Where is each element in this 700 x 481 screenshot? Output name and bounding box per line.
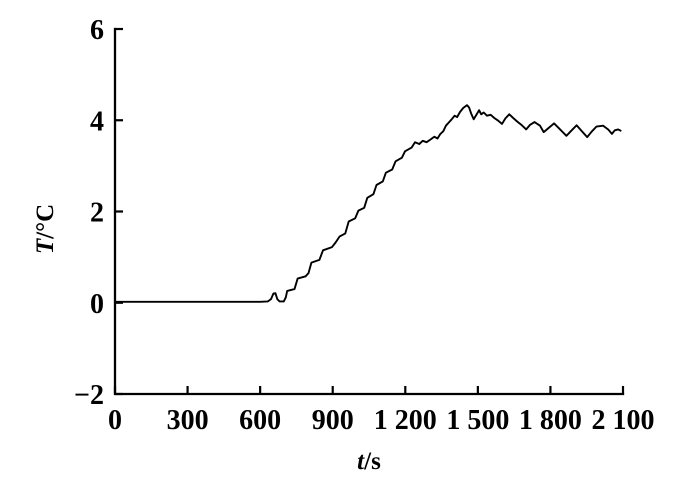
y-axis-unit: /°C (32, 203, 59, 239)
x-axis-title: t/s (357, 448, 381, 476)
x-tick-label: 300 (167, 405, 209, 436)
y-tick-label: 0 (90, 289, 104, 320)
y-axis-title: T/°C (32, 204, 60, 254)
x-axis-variable: t (357, 448, 365, 475)
x-tick-label: 1 500 (446, 405, 509, 436)
axis-spine (113, 27, 625, 396)
x-axis-unit: /s (364, 448, 381, 475)
x-tick-label: 0 (108, 405, 122, 436)
x-tick-label: 2 100 (592, 405, 655, 436)
y-tick-label: 6 (90, 15, 104, 46)
y-tick-label: 4 (90, 106, 104, 137)
x-tick-label: 900 (312, 405, 354, 436)
x-tick-label: 1 200 (374, 405, 437, 436)
y-tick-label: −2 (74, 380, 104, 411)
x-tick-label: 600 (239, 405, 281, 436)
temperature-curve (114, 104, 622, 303)
x-tick-label: 1 800 (519, 405, 582, 436)
y-tick-label: 2 (90, 198, 104, 229)
y-axis-variable: T (32, 238, 59, 255)
